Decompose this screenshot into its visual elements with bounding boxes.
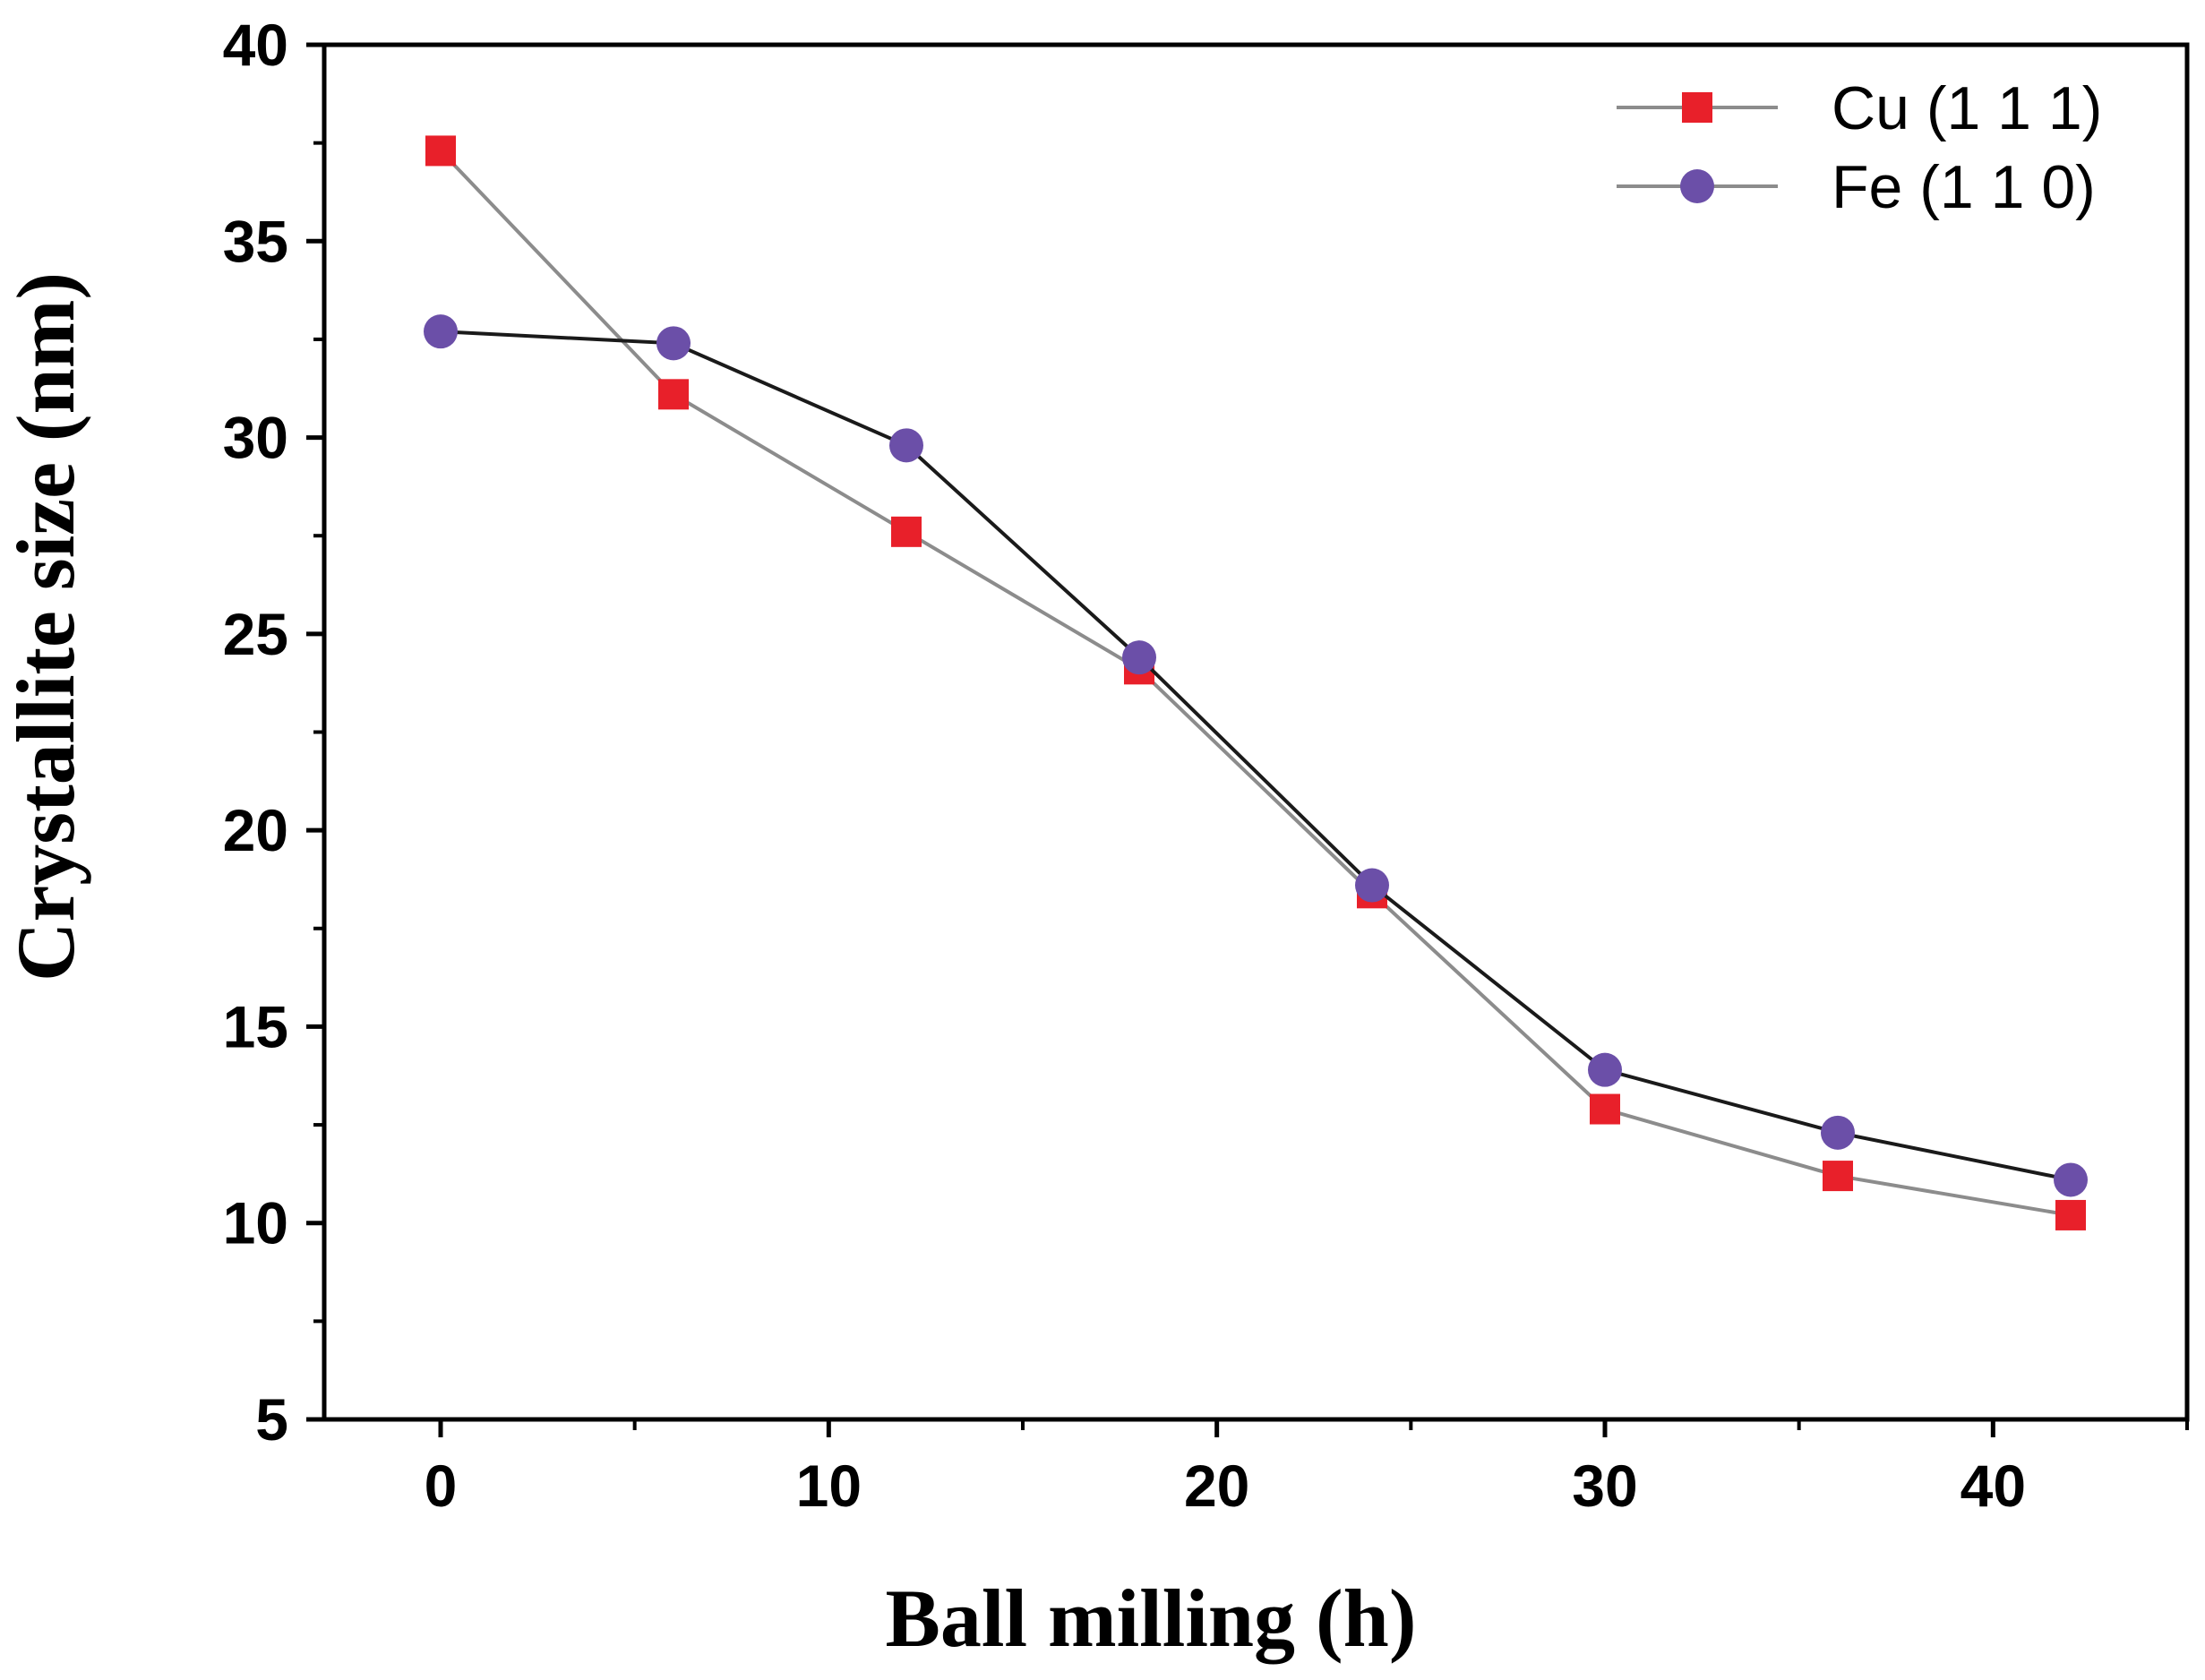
data-point-fe-110 — [1821, 1115, 1855, 1150]
data-point-cu-111 — [1590, 1093, 1620, 1125]
data-point-fe-110 — [424, 314, 458, 349]
data-point-fe-110 — [1588, 1052, 1622, 1087]
plot-frame — [322, 42, 2190, 1422]
x-tick-label: 30 — [1572, 1453, 1637, 1519]
y-tick-label: 15 — [223, 993, 288, 1059]
x-tick-label: 20 — [1184, 1453, 1249, 1519]
legend: Cu (1 1 1) Fe (1 1 0) — [1617, 74, 2102, 221]
data-point-fe-110 — [889, 428, 923, 463]
series-line-cu-111 — [439, 150, 2072, 1217]
y-tick-label: 10 — [223, 1190, 288, 1256]
data-point-fe-110 — [1355, 868, 1389, 903]
y-tick-label: 5 — [255, 1386, 288, 1453]
x-axis-title: Ball milling (h) — [886, 1573, 1417, 1664]
data-point-fe-110 — [2054, 1162, 2088, 1197]
y-axis-title: Crystallite size (nm) — [0, 272, 91, 981]
x-tick-label: 10 — [796, 1453, 862, 1519]
series-cu-111 — [425, 135, 2086, 1230]
y-tick-label: 20 — [223, 797, 288, 863]
data-point-cu-111 — [891, 516, 922, 547]
legend-marker-cu-111 — [1682, 92, 1712, 123]
data-point-fe-110 — [656, 326, 691, 361]
series-fe-110 — [424, 314, 2088, 1197]
legend-marker-fe-110 — [1680, 169, 1714, 203]
series-layer — [424, 135, 2088, 1230]
legend-label-cu-111: Cu (1 1 1) — [1832, 74, 2102, 142]
data-point-cu-111 — [2055, 1199, 2086, 1230]
data-point-fe-110 — [1122, 640, 1156, 675]
y-tick-label: 35 — [223, 208, 288, 274]
x-tick-label: 0 — [425, 1453, 458, 1519]
data-point-cu-111 — [425, 135, 456, 167]
y-tick-label: 30 — [223, 405, 288, 471]
y-axis-ticks: 5 10 15 20 25 30 35 40 — [223, 12, 324, 1453]
y-tick-label: 25 — [223, 601, 288, 667]
legend-label-fe-110: Fe (1 1 0) — [1832, 153, 2096, 221]
x-tick-label: 40 — [1960, 1453, 2026, 1519]
series-line-fe-110 — [440, 330, 2072, 1182]
data-point-cu-111 — [1823, 1161, 1853, 1192]
data-point-cu-111 — [658, 379, 689, 410]
x-axis-ticks: 0 10 20 30 40 — [425, 1419, 2189, 1519]
y-tick-label: 40 — [223, 12, 288, 78]
